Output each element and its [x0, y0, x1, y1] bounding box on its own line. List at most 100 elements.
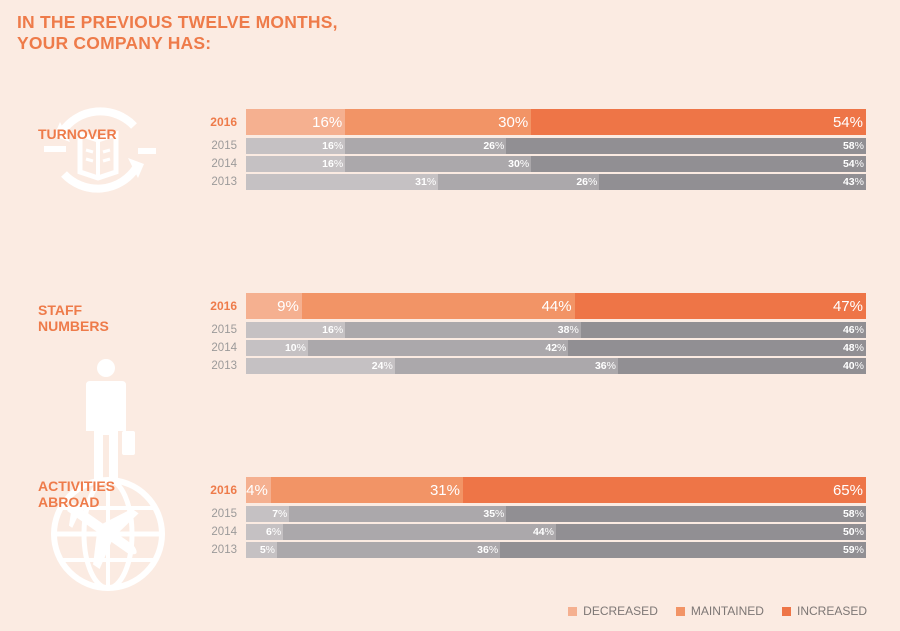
bar-segment-maintained: 35% — [289, 506, 507, 522]
data-label-unit: % — [849, 113, 863, 131]
legend-label-decreased: DECREASED — [583, 604, 658, 618]
bar-row-2015: 2015 7% 35% 58% — [196, 506, 866, 522]
stacked-bar: 16% 26% 58% — [246, 138, 866, 154]
data-label-value: 40 — [842, 360, 855, 372]
chart-section-1: STAFF NUMBERS 2016 9% 44% 47% 2015 16% 38% 46% 201… — [0, 280, 900, 479]
bar-segment-increased: 54% — [531, 109, 866, 135]
chart-title-line: STAFF — [38, 302, 83, 318]
bar-row-2016: 2016 4% 31% 65% — [196, 477, 866, 503]
data-label: 65% — [833, 477, 863, 503]
bar-segment-increased: 58% — [506, 138, 866, 154]
data-label-value: 48 — [842, 342, 855, 354]
chart-title: TURNOVER — [38, 126, 117, 142]
data-label-value: 59 — [842, 544, 855, 556]
data-label-value: 16 — [322, 158, 334, 170]
chart-title-line: NUMBERS — [38, 318, 109, 334]
data-label-value: 26 — [576, 176, 589, 188]
chart-title-line: TURNOVER — [38, 126, 117, 142]
data-label-value: 54 — [832, 113, 850, 131]
year-tick-label: 2013 — [211, 544, 237, 556]
bar-segment-maintained: 36% — [277, 542, 501, 558]
year-tick-label: 2015 — [211, 324, 237, 336]
data-label: 26% — [576, 174, 597, 190]
data-label-value: 31 — [429, 481, 447, 499]
data-label-value: 54 — [842, 158, 855, 170]
data-label-value: 36 — [594, 360, 607, 372]
data-label: 54% — [833, 109, 863, 135]
bar-segment-maintained: 36% — [394, 358, 618, 374]
data-label-unit: % — [557, 342, 567, 354]
data-label-unit: % — [383, 360, 393, 372]
page-title-line-2: YOUR COMPANY HAS: — [17, 33, 212, 53]
chart-title: STAFF NUMBERS — [38, 302, 109, 334]
bar-row-2014: 2014 6% 44% 50% — [196, 524, 866, 540]
data-label-unit: % — [519, 158, 530, 170]
data-label-value: 36 — [477, 544, 489, 556]
bar-segment-decreased: 10% — [246, 340, 308, 356]
data-label: 4% — [246, 477, 268, 503]
year-tick-label: 2016 — [210, 115, 237, 129]
data-label-unit: % — [495, 140, 505, 152]
bar-segment-increased: 54% — [531, 156, 866, 172]
data-label-value: 47 — [832, 297, 850, 315]
data-label-unit: % — [854, 360, 864, 372]
data-label-value: 6 — [266, 526, 272, 538]
data-label-value: 38 — [557, 324, 570, 336]
chart-title-line: ABROAD — [38, 494, 100, 510]
stacked-bar: 6% 44% 50% — [246, 524, 866, 540]
data-label-unit: % — [495, 508, 505, 520]
data-label-value: 43 — [842, 176, 855, 188]
bar-row-2013: 2013 24% 36% 40% — [196, 358, 866, 374]
data-label: 40% — [843, 358, 864, 374]
stacked-bar: 10% 42% 48% — [246, 340, 866, 356]
stacked-bar: 16% 30% 54% — [246, 156, 866, 172]
year-tick-label: 2014 — [211, 526, 237, 538]
bar-segment-maintained: 42% — [308, 340, 569, 356]
bar-segment-increased: 40% — [617, 358, 866, 374]
bar-segment-maintained: 26% — [345, 138, 507, 154]
data-label: 46% — [843, 322, 864, 338]
data-label: 16% — [322, 322, 343, 338]
bar-segment-maintained: 26% — [438, 174, 600, 190]
data-label: 50% — [843, 524, 864, 540]
data-label: 58% — [843, 138, 864, 154]
data-label-value: 16 — [322, 324, 334, 336]
bar-segment-maintained: 44% — [283, 524, 556, 540]
data-label: 5% — [260, 542, 275, 558]
data-label: 6% — [266, 524, 281, 540]
stacked-bar: 31% 26% 43% — [246, 174, 866, 190]
chart-icon-wrap — [48, 474, 168, 599]
data-label-value: 4 — [246, 481, 255, 499]
data-label-unit: % — [446, 481, 460, 499]
chart-icon-wrap — [36, 96, 162, 211]
data-label-value: 26 — [483, 140, 496, 152]
data-label-unit: % — [854, 158, 864, 170]
data-label-unit: % — [854, 324, 864, 336]
page-title-line-1: IN THE PREVIOUS TWELVE MONTHS, — [17, 12, 338, 32]
data-label-value: 44 — [541, 297, 559, 315]
data-label: 16% — [322, 156, 343, 172]
data-label: 54% — [843, 156, 864, 172]
data-label-unit: % — [849, 297, 863, 315]
bar-segment-decreased: 7% — [246, 506, 290, 522]
circular-arrows-book-icon — [44, 107, 156, 193]
standing-person-with-briefcase-icon — [86, 359, 135, 479]
data-label-value: 44 — [532, 526, 545, 538]
bar-segment-decreased: 16% — [246, 156, 346, 172]
year-tick-label: 2015 — [211, 140, 237, 152]
data-label-value: 46 — [842, 324, 855, 336]
bar-segment-increased: 59% — [500, 542, 866, 558]
bar-segment-increased: 46% — [580, 322, 866, 338]
legend: DECREASED MAINTAINED INCREASED — [568, 604, 867, 618]
bar-segment-decreased: 6% — [246, 524, 284, 540]
year-tick-label: 2016 — [210, 299, 237, 313]
data-label-unit: % — [854, 544, 864, 556]
year-tick-label: 2015 — [211, 508, 237, 520]
data-label-value: 65 — [832, 481, 850, 499]
year-tick-label: 2014 — [211, 158, 237, 170]
bar-segment-increased: 50% — [555, 524, 866, 540]
data-label: 58% — [843, 506, 864, 522]
year-tick-label: 2013 — [211, 176, 237, 188]
bar-segment-decreased: 16% — [246, 322, 346, 338]
data-label-value: 16 — [312, 113, 329, 131]
